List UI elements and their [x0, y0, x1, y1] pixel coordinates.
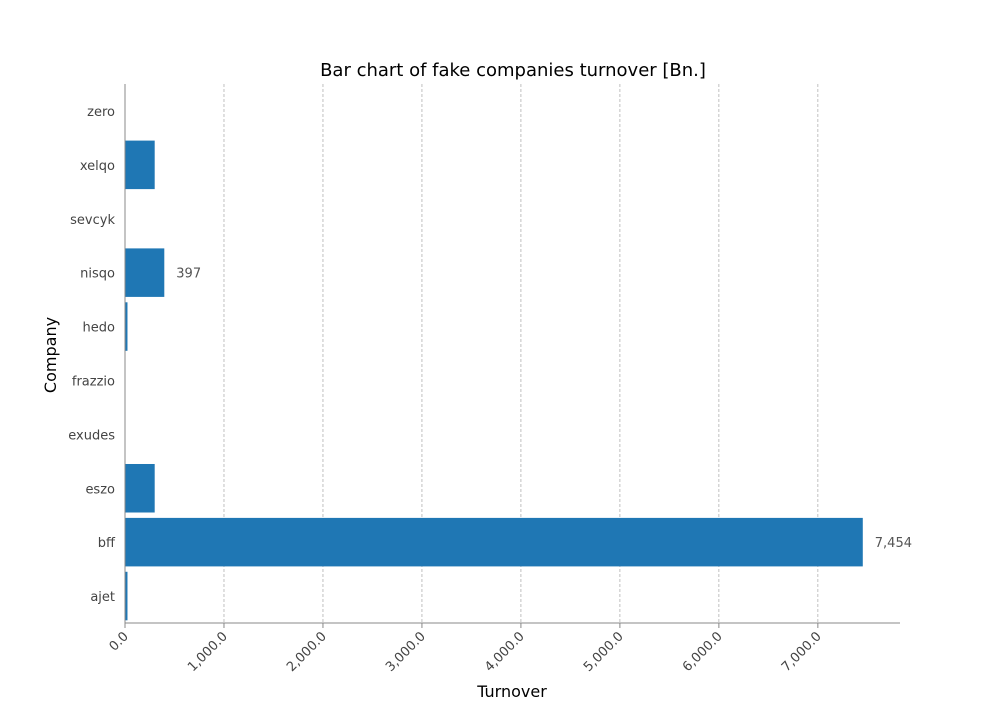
y-tick-label-eszo: eszo	[85, 482, 115, 497]
bar-bff	[125, 518, 863, 567]
x-tick-label: 2,000.0	[284, 629, 330, 675]
y-tick-label-exudes: exudes	[68, 428, 115, 443]
bars	[125, 87, 863, 621]
bar-eszo	[125, 464, 155, 513]
data-label-nisqo: 397	[176, 267, 201, 282]
x-tick-label: 7,000.0	[779, 629, 825, 675]
y-tick-label-zero: zero	[87, 105, 115, 120]
x-tick-labels: 0.0 1,000.0 2,000.0 3,000.0 4,000.0 5,000.0 6,…	[107, 629, 825, 675]
x-tick-label: 6,000.0	[680, 629, 726, 675]
x-axis-label: Turnover	[476, 682, 547, 700]
data-labels: 397 7,454	[176, 267, 912, 552]
y-tick-label-frazzio: frazzio	[72, 374, 115, 389]
x-tick-label: 3,000.0	[383, 629, 429, 675]
data-label-bff: 7,454	[875, 536, 912, 551]
y-tick-label-nisqo: nisqo	[80, 267, 115, 282]
y-tick-label-hedo: hedo	[83, 321, 115, 336]
y-tick-label-bff: bff	[98, 536, 116, 551]
chart-title: Bar chart of fake companies turnover [Bn…	[320, 60, 706, 81]
bar-nisqo	[125, 248, 164, 297]
y-tick-labels: zero xelqo sevcyk nisqo hedo frazzio exudes esz…	[68, 105, 116, 605]
y-axis-label: Company	[41, 317, 60, 393]
x-tick-label: 5,000.0	[581, 629, 627, 675]
x-tick-label: 1,000.0	[185, 629, 231, 675]
y-tick-label-sevcyk: sevcyk	[70, 213, 115, 228]
x-tick-label: 0.0	[107, 629, 132, 654]
bar-xelqo	[125, 141, 155, 190]
x-tick-label: 4,000.0	[482, 629, 528, 675]
y-tick-label-xelqo: xelqo	[80, 159, 115, 174]
y-tick-label-ajet: ajet	[90, 590, 115, 605]
